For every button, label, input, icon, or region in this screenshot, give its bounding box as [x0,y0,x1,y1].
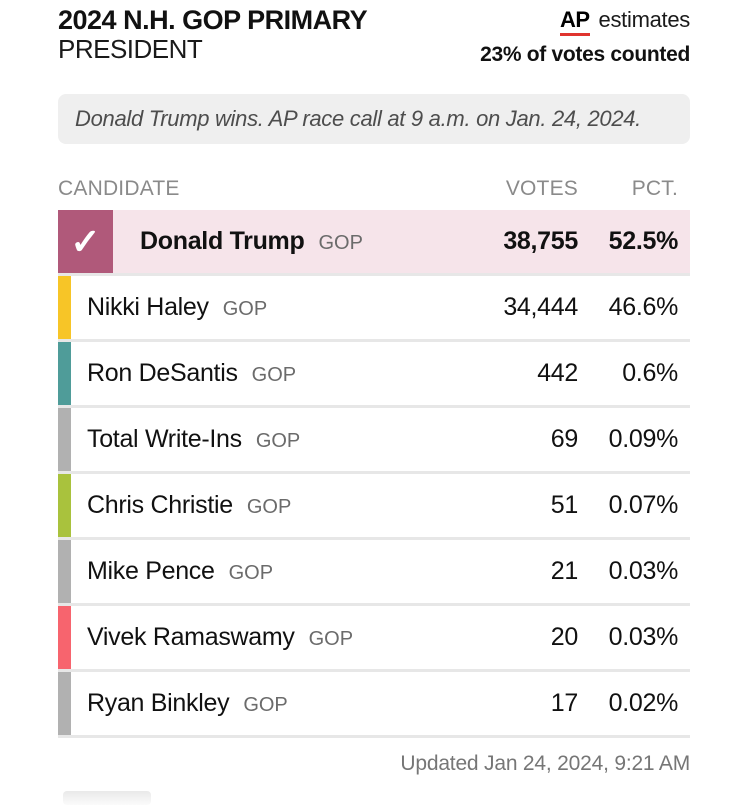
column-header-candidate: CANDIDATE [58,177,180,200]
candidate-name: Nikki Haley [87,293,209,321]
candidate-name: Ron DeSantis [87,359,238,387]
header-titles: 2024 N.H. GOP PRIMARY PRESIDENT [58,5,368,64]
candidate-party: GOP [318,232,363,254]
pct-value: 0.6% [622,359,678,387]
estimates-label: estimates [598,7,691,32]
table-row: Vivek Ramaswamy GOP 20 0.03% [58,606,690,672]
votes-value: 69 [550,425,579,453]
table-header-row: CANDIDATE VOTES PCT. [58,177,690,210]
pct-value: 0.02% [608,689,679,717]
updated-timestamp: Updated Jan 24, 2024, 9:21 AM [400,752,690,775]
pct-value: 46.6% [608,293,679,321]
votes-counted-status: 23% of votes counted [480,43,690,66]
pct-value: 0.07% [608,491,679,519]
candidate-party: GOP [308,628,354,650]
candidate-name: Vivek Ramaswamy [87,623,295,651]
votes-value: 17 [550,689,579,717]
table-row: Ryan Binkley GOP 17 0.02% [58,672,690,738]
candidate-party: GOP [243,694,288,716]
legend-partial-cutoff [63,791,151,805]
candidate-cell: Chris Christie GOP [87,491,428,520]
candidate-cell: Vivek Ramaswamy GOP [87,623,428,652]
column-header-votes: VOTES [505,177,578,200]
candidate-color-bar [58,276,71,339]
candidate-color-bar [58,606,71,669]
column-header-pct: PCT. [631,177,678,200]
votes-value: 20 [550,623,579,651]
candidate-color-bar [58,474,71,537]
table-row: ✓ Donald Trump GOP 38,755 52.5% [58,210,690,276]
candidate-cell: Total Write-Ins GOP [87,425,428,454]
candidate-party: GOP [222,298,268,320]
pct-value: 52.5% [608,227,679,255]
header: 2024 N.H. GOP PRIMARY PRESIDENT AP estim… [0,5,746,67]
race-title: 2024 N.H. GOP PRIMARY [58,5,368,35]
winner-check: ✓ [58,210,113,273]
candidate-party: GOP [228,562,274,584]
candidate-cell: Ron DeSantis GOP [87,359,428,388]
candidate-color-bar [58,540,71,603]
candidate-cell: Mike Pence GOP [87,557,428,586]
candidate-name: Donald Trump [140,227,305,255]
race-call-text: Donald Trump wins. AP race call at 9 a.m… [75,106,641,131]
table-row: Ron DeSantis GOP 442 0.6% [58,342,690,408]
header-source: AP estimates 23% of votes counted [480,5,690,67]
candidate-color-bar [58,408,71,471]
pct-value: 0.03% [608,557,679,585]
candidate-cell: Nikki Haley GOP [87,293,428,322]
votes-value: 38,755 [503,227,578,255]
pct-value: 0.09% [608,425,679,453]
votes-value: 34,444 [503,293,578,321]
candidate-cell: Donald Trump GOP [140,227,428,256]
candidate-name: Ryan Binkley [87,689,230,717]
candidate-party: GOP [255,430,301,452]
table-row: Total Write-Ins GOP 69 0.09% [58,408,690,474]
checkmark-icon: ✓ [70,220,101,262]
candidate-party: GOP [251,364,297,386]
candidate-name: Total Write-Ins [87,425,242,453]
results-table: CANDIDATE VOTES PCT. ✓ Donald Trump GOP 38,… [58,177,690,738]
table-body: ✓ Donald Trump GOP 38,755 52.5% Nikki Haley GO… [58,210,690,738]
candidate-color-bar [58,342,71,405]
candidate-name: Mike Pence [87,557,215,585]
votes-value: 21 [550,557,579,585]
table-row: Nikki Haley GOP 34,444 46.6% [58,276,690,342]
pct-value: 0.03% [608,623,679,651]
candidate-party: GOP [246,496,292,518]
votes-value: 442 [537,359,578,387]
race-call-banner: Donald Trump wins. AP race call at 9 a.m… [58,94,690,144]
ap-attribution: AP estimates [480,7,690,36]
candidate-color-bar [58,672,71,735]
votes-value: 51 [550,491,579,519]
ap-logo: AP [559,9,590,36]
table-row: Mike Pence GOP 21 0.03% [58,540,690,606]
office-subtitle: PRESIDENT [58,34,203,64]
candidate-cell: Ryan Binkley GOP [87,689,428,718]
footer: Updated Jan 24, 2024, 9:21 AM [58,752,690,776]
candidate-name: Chris Christie [87,491,233,519]
table-row: Chris Christie GOP 51 0.07% [58,474,690,540]
